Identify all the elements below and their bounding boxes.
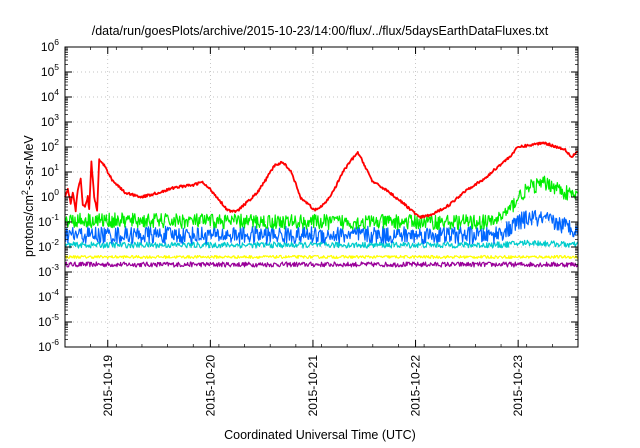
y-tick-label: 104 <box>41 87 59 104</box>
y-tick-label: 106 <box>41 37 59 54</box>
series-line <box>64 261 579 268</box>
y-tick-exp: 0 <box>54 187 59 197</box>
y-tick-label: 100 <box>41 187 59 204</box>
series-line <box>313 141 579 219</box>
y-tick-base: 10 <box>38 240 52 254</box>
y-tick-label: 105 <box>41 62 59 79</box>
y-tick-exp: -4 <box>51 287 59 297</box>
x-tick-label: 2015-10-21 <box>306 355 320 417</box>
y-tick-exp: 1 <box>54 162 59 172</box>
y-tick-base: 10 <box>41 165 55 179</box>
y-axis-label-pre: protons/cm <box>22 195 37 257</box>
y-axis-label: protons/cm2-s-sr-MeV <box>20 106 36 286</box>
y-tick-exp: 2 <box>54 137 59 147</box>
y-tick-label: 102 <box>41 137 59 154</box>
y-tick-exp: 4 <box>54 87 59 97</box>
y-tick-base: 10 <box>38 215 52 229</box>
y-tick-label: 10-6 <box>38 337 59 354</box>
x-tick-label: 2015-10-23 <box>511 355 525 417</box>
y-tick-base: 10 <box>38 315 52 329</box>
y-tick-base: 10 <box>41 115 55 129</box>
series-line <box>64 254 579 259</box>
grid-lines <box>65 47 578 347</box>
series-line <box>64 209 579 245</box>
chart-title: /data/run/goesPlots/archive/2015-10-23/1… <box>91 24 549 38</box>
y-tick-base: 10 <box>41 40 55 54</box>
y-tick-exp: 6 <box>54 37 59 47</box>
y-tick-label: 103 <box>41 112 59 129</box>
y-tick-exp: -2 <box>51 237 59 247</box>
y-tick-exp: 5 <box>54 62 59 72</box>
y-tick-base: 10 <box>41 190 55 204</box>
y-tick-labels: 10-610-510-410-310-210-11001011021031041… <box>38 37 59 354</box>
y-tick-base: 10 <box>38 290 52 304</box>
y-axis-label-sup: 2 <box>19 190 30 196</box>
y-tick-base: 10 <box>41 90 55 104</box>
y-tick-exp: -6 <box>51 337 59 347</box>
x-axis-label: Coordinated Universal Time (UTC) <box>224 428 416 442</box>
x-tick-label: 2015-10-22 <box>409 355 423 417</box>
axis-ticks <box>64 46 579 348</box>
x-tick-label: 2015-10-19 <box>101 355 115 417</box>
series-line <box>64 175 579 231</box>
y-axis-label-post: -s-sr-MeV <box>22 135 37 191</box>
y-tick-exp: -1 <box>51 212 59 222</box>
y-tick-label: 10-2 <box>38 237 59 254</box>
y-tick-label: 10-1 <box>38 212 59 229</box>
y-tick-label: 10-3 <box>38 262 59 279</box>
y-tick-exp: 3 <box>54 112 59 122</box>
y-tick-base: 10 <box>41 140 55 154</box>
series-line <box>64 158 316 214</box>
series-line <box>64 239 579 249</box>
y-tick-label: 10-5 <box>38 312 59 329</box>
y-tick-exp: -5 <box>51 312 59 322</box>
y-tick-label: 10-4 <box>38 287 59 304</box>
series-layer <box>64 141 579 268</box>
y-tick-label: 101 <box>41 162 59 179</box>
y-tick-exp: -3 <box>51 262 59 272</box>
y-tick-base: 10 <box>38 265 52 279</box>
x-tick-label: 2015-10-20 <box>203 355 217 417</box>
x-tick-labels: 2015-10-19 2015-10-20 2015-10-21 2015-10-22… <box>101 355 525 417</box>
y-tick-base: 10 <box>38 340 52 354</box>
y-tick-base: 10 <box>41 65 55 79</box>
